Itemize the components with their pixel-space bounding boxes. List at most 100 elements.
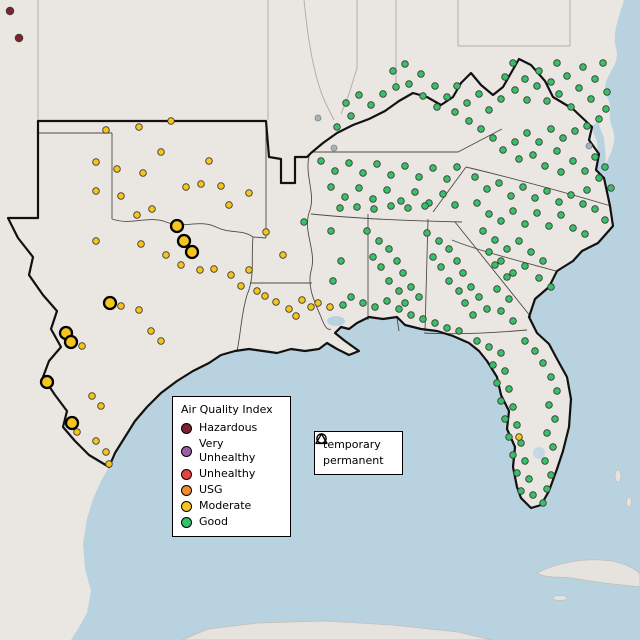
station-marker-moderate-permanent: [135, 123, 143, 131]
station-marker-good-permanent: [479, 227, 487, 235]
station-marker-good-permanent: [491, 261, 499, 269]
station-marker-good-permanent: [505, 433, 513, 441]
station-marker-good-permanent: [583, 122, 591, 130]
state-borders-outside: [37, 0, 571, 121]
station-marker-good-permanent: [595, 115, 603, 123]
station-marker-good-permanent: [539, 257, 547, 265]
station-marker-good-permanent: [465, 117, 473, 125]
aqi-legend-item-moderate: Moderate: [173, 498, 290, 514]
station-marker-good-permanent: [411, 188, 419, 196]
station-marker-good-permanent: [353, 203, 361, 211]
station-marker-good-permanent: [429, 164, 437, 172]
station-marker-good-permanent: [581, 167, 589, 175]
station-marker-good-permanent: [533, 82, 541, 90]
station-marker-hazardous-permanent: [14, 33, 24, 43]
station-marker-good-permanent: [383, 186, 391, 194]
station-marker-good-permanent: [579, 200, 587, 208]
temporary-label: temporary: [323, 438, 381, 451]
station-marker-good-permanent: [539, 359, 547, 367]
station-marker-good-permanent: [515, 237, 523, 245]
station-marker-good-permanent: [535, 138, 543, 146]
station-marker-good-permanent: [331, 167, 339, 175]
station-marker-good-permanent: [591, 153, 599, 161]
station-marker-no-data: [330, 144, 338, 152]
aqi-legend-label: Hazardous: [199, 421, 258, 434]
station-marker-good-permanent: [333, 123, 341, 131]
station-marker-good-permanent: [445, 277, 453, 285]
station-marker-good-permanent: [543, 429, 551, 437]
station-marker-good-permanent: [545, 401, 553, 409]
station-marker-good-permanent: [601, 216, 609, 224]
station-marker-good-permanent: [569, 224, 577, 232]
station-marker-good-permanent: [379, 90, 387, 98]
station-marker-moderate-temporary: [102, 295, 118, 311]
station-marker-good-permanent: [395, 305, 403, 313]
aqi-legend-item-very-unhealthy: Very Unhealthy: [173, 436, 290, 466]
station-marker-good-permanent: [545, 222, 553, 230]
station-marker-moderate-permanent: [272, 298, 280, 306]
station-marker-moderate-permanent: [117, 302, 125, 310]
station-marker-good-permanent: [342, 99, 350, 107]
station-marker-good-permanent: [599, 59, 607, 67]
station-marker-good-permanent: [469, 311, 477, 319]
station-marker-moderate-permanent: [279, 251, 287, 259]
station-marker-no-data: [314, 114, 322, 122]
station-marker-good-permanent: [407, 311, 415, 319]
station-marker-moderate-permanent: [177, 261, 185, 269]
station-marker-good-permanent: [451, 108, 459, 116]
station-marker-good-permanent: [329, 277, 337, 285]
aqi-legend-item-unhealthy: Unhealthy: [173, 466, 290, 482]
station-marker-moderate-permanent: [105, 460, 113, 468]
station-marker-good-permanent: [347, 112, 355, 120]
station-marker-good-permanent: [437, 263, 445, 271]
lake-pontchartrain: [327, 316, 345, 326]
station-marker-good-permanent: [503, 273, 511, 281]
aqi-legend-item-usg: USG: [173, 482, 290, 498]
station-marker-good-permanent: [591, 75, 599, 83]
station-marker-good-permanent: [445, 245, 453, 253]
station-marker-good-permanent: [345, 159, 353, 167]
station-marker-moderate-permanent: [148, 205, 156, 213]
legend-item-temporary: temporary: [316, 433, 394, 453]
station-marker-good-permanent: [501, 367, 509, 375]
station-marker-good-permanent: [493, 379, 501, 387]
station-marker-good-permanent: [385, 277, 393, 285]
station-marker-good-permanent: [601, 163, 609, 171]
station-marker-moderate-permanent: [182, 183, 190, 191]
station-marker-good-permanent: [451, 201, 459, 209]
station-marker-hazardous-permanent: [5, 6, 15, 16]
station-marker-good-permanent: [359, 169, 367, 177]
station-marker-good-permanent: [337, 257, 345, 265]
bahamas-island: [614, 469, 622, 483]
station-marker-moderate-permanent: [225, 201, 233, 209]
station-type-legend: temporary permanent: [314, 431, 403, 475]
station-marker-good-permanent: [583, 186, 591, 194]
station-marker-good-permanent: [485, 343, 493, 351]
station-marker-good-permanent: [407, 283, 415, 291]
station-marker-good-permanent: [513, 469, 521, 477]
station-marker-good-permanent: [543, 97, 551, 105]
station-marker-good-permanent: [569, 157, 577, 165]
station-marker-good-permanent: [602, 105, 610, 113]
station-marker-good-permanent: [547, 283, 555, 291]
station-marker-good-permanent: [395, 287, 403, 295]
station-marker-good-permanent: [521, 262, 529, 270]
station-marker-good-permanent: [513, 421, 521, 429]
station-marker-good-permanent: [359, 299, 367, 307]
station-marker-good-permanent: [433, 103, 441, 111]
aqi-legend-item-hazardous: Hazardous: [173, 420, 290, 436]
station-marker-moderate-permanent: [139, 169, 147, 177]
station-marker-good-permanent: [555, 90, 563, 98]
station-marker-good-permanent: [567, 191, 575, 199]
station-marker-good-permanent: [581, 230, 589, 238]
station-marker-good-permanent: [523, 129, 531, 137]
station-marker-good-permanent: [467, 283, 475, 291]
station-marker-good-permanent: [563, 72, 571, 80]
station-marker-good-permanent: [511, 86, 519, 94]
permanent-label: permanent: [323, 454, 384, 467]
station-marker-good-permanent: [415, 173, 423, 181]
station-marker-moderate-permanent: [162, 251, 170, 259]
station-marker-moderate-permanent: [196, 266, 204, 274]
station-marker-good-permanent: [401, 60, 409, 68]
